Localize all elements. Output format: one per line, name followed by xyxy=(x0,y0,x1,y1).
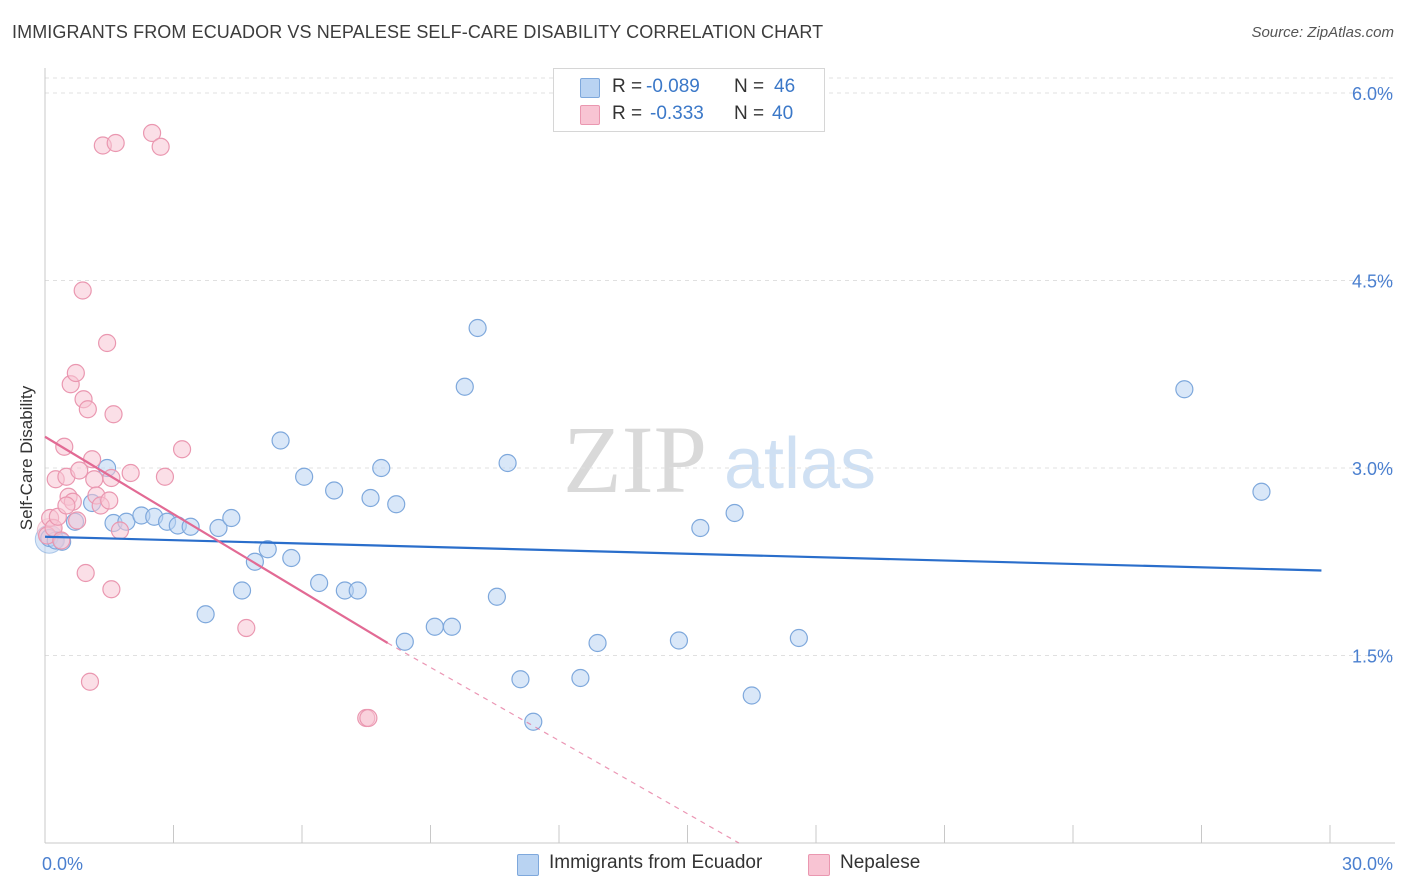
bottom-legend-label: Immigrants from Ecuador xyxy=(549,852,763,873)
nepalese-point xyxy=(76,563,95,583)
legend-r-label: R = xyxy=(612,103,643,124)
ecuador-point xyxy=(295,467,314,486)
nepalese-point xyxy=(121,463,140,483)
ecuador-point xyxy=(222,508,241,528)
legend-n-label: N = xyxy=(734,103,765,124)
ecuador-point xyxy=(325,481,344,500)
bottom-legend-label: Nepalese xyxy=(840,852,921,873)
ecuador-point xyxy=(1175,380,1194,399)
nepalese-point xyxy=(80,672,100,691)
nepalese-point xyxy=(142,123,162,143)
legend-n-value: 46 xyxy=(774,76,796,97)
ecuador-point xyxy=(669,631,689,650)
nepalese-point xyxy=(102,580,121,599)
nepalese-point xyxy=(73,281,92,300)
ecuador-point xyxy=(387,495,406,514)
y-tick-label: 1.5% xyxy=(1352,647,1393,667)
watermark-zip: ZIP xyxy=(563,406,707,513)
nepalese-point xyxy=(172,440,192,459)
nepalese-point xyxy=(104,405,123,424)
nepalese-point xyxy=(106,133,125,153)
nepalese-point xyxy=(110,521,130,540)
x-tick-label: 30.0% xyxy=(1342,854,1393,874)
nepalese-point xyxy=(85,470,104,489)
nepalese-point xyxy=(237,618,256,638)
bottom-legend-swatch-pink xyxy=(808,854,830,876)
legend-r-value: -0.333 xyxy=(650,103,704,124)
ecuador-point xyxy=(524,712,543,731)
bottom-legend-swatch-blue xyxy=(517,854,539,876)
legend-swatch-pink xyxy=(580,105,600,125)
ecuador-point xyxy=(232,581,252,600)
nepalese-point xyxy=(68,511,87,530)
ecuador-point xyxy=(588,633,607,653)
ecuador-trend-line xyxy=(44,535,1322,572)
nepalese-point xyxy=(100,491,119,510)
ecuador-point xyxy=(725,503,744,523)
nepalese-point xyxy=(155,467,175,486)
ecuador-point xyxy=(1252,482,1271,501)
ecuador-point xyxy=(498,453,517,473)
y-tick-label: 4.5% xyxy=(1352,272,1393,292)
ecuador-point xyxy=(468,318,487,338)
y-tick-label: 6.0% xyxy=(1352,84,1393,104)
ecuador-point xyxy=(282,548,301,568)
nepalese-point xyxy=(70,461,89,480)
ecuador-point xyxy=(310,573,329,593)
nepalese-point xyxy=(66,363,85,383)
ecuador-point xyxy=(442,617,462,636)
legend-swatch-blue xyxy=(580,78,600,98)
ecuador-point xyxy=(455,377,474,396)
nepalese-point xyxy=(359,708,378,728)
ecuador-point xyxy=(209,518,228,538)
nepalese-trend-extension xyxy=(387,642,740,844)
ecuador-point xyxy=(742,686,761,705)
ecuador-point xyxy=(258,540,277,559)
nepalese-point xyxy=(98,333,117,353)
ecuador-point xyxy=(196,605,215,624)
x-tick-label: 0.0% xyxy=(42,854,83,874)
ecuador-point xyxy=(372,458,391,478)
ecuador-point xyxy=(395,632,414,651)
ecuador-point xyxy=(487,587,506,606)
ecuador-point xyxy=(361,488,380,508)
ecuador-point xyxy=(348,581,367,600)
nepalese-point xyxy=(57,496,76,515)
ecuador-point xyxy=(691,518,710,538)
y-tick-label: 3.0% xyxy=(1352,459,1393,479)
ecuador-point xyxy=(789,628,808,648)
legend-r-label: R = xyxy=(612,76,643,97)
ecuador-point xyxy=(511,670,530,689)
nepalese-trend-line xyxy=(44,435,389,644)
legend-n-value: 40 xyxy=(772,103,794,124)
ecuador-point xyxy=(425,617,444,636)
nepalese-point xyxy=(151,137,170,156)
chart-title: IMMIGRANTS FROM ECUADOR VS NEPALESE SELF… xyxy=(12,22,824,42)
watermark-atlas: atlas xyxy=(724,424,876,504)
nepalese-point xyxy=(52,531,71,550)
legend-r-value: -0.089 xyxy=(646,76,700,97)
ecuador-point xyxy=(571,668,590,688)
ecuador-point xyxy=(271,431,290,450)
legend-n-label: N = xyxy=(734,76,765,97)
nepalese-point xyxy=(78,400,97,419)
stats-legend: R = -0.089 N = 46 R = -0.333 N = 40 xyxy=(553,68,825,132)
source-label: Source: ZipAtlas.com xyxy=(1251,24,1394,41)
